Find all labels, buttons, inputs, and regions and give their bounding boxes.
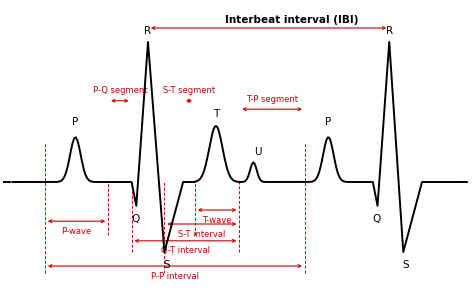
Text: Interbeat interval (IBI): Interbeat interval (IBI)	[225, 15, 359, 25]
Text: T-wave: T-wave	[202, 216, 232, 225]
Text: R: R	[386, 26, 393, 36]
Text: P-P interval: P-P interval	[151, 272, 199, 280]
Text: R: R	[145, 26, 152, 36]
Text: S: S	[402, 260, 409, 270]
Text: T: T	[213, 109, 219, 119]
Text: P: P	[325, 117, 331, 127]
Text: Q-T interval: Q-T interval	[161, 246, 210, 255]
Text: P: P	[72, 117, 79, 127]
Text: P-Q segment: P-Q segment	[92, 86, 147, 95]
Text: S-T interval: S-T interval	[178, 230, 226, 239]
Text: Q: Q	[373, 214, 381, 224]
Text: P-wave: P-wave	[62, 227, 91, 236]
Text: T-P segment: T-P segment	[246, 95, 298, 103]
Text: S-T segment: S-T segment	[163, 86, 215, 95]
Text: S: S	[164, 260, 170, 270]
Text: Q: Q	[131, 214, 139, 224]
Text: U: U	[255, 147, 262, 157]
